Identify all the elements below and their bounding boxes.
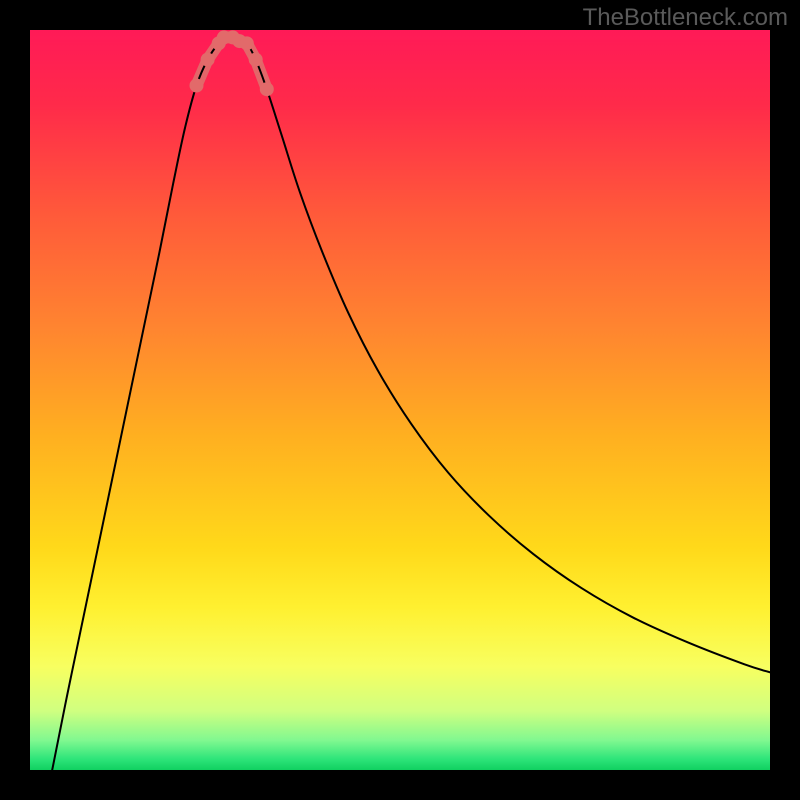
plot-area [30, 30, 770, 770]
valley-marker [190, 79, 204, 93]
valley-marker [201, 53, 215, 67]
valley-marker [260, 82, 274, 96]
curve-layer [30, 30, 770, 770]
valley-marker [240, 36, 254, 50]
bottleneck-curve [52, 35, 770, 770]
valley-marker [249, 53, 263, 67]
watermark-text: TheBottleneck.com [583, 4, 788, 32]
valley-markers [190, 30, 274, 96]
